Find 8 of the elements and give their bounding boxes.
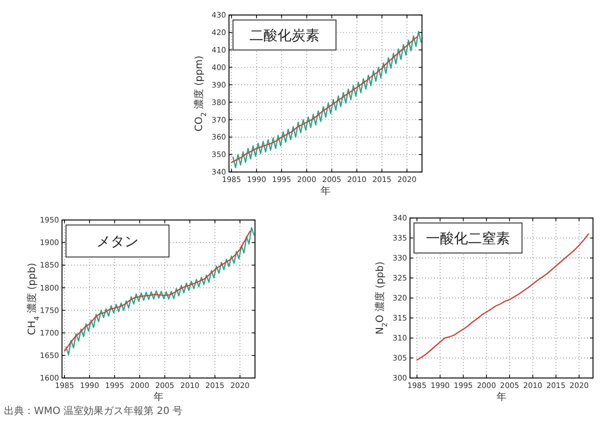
line-series	[416, 233, 589, 361]
text: メタン	[96, 234, 138, 250]
text: 二酸化炭素	[250, 28, 320, 44]
source-note: 出典：WMO 温室効果ガス年報第 20 号	[4, 405, 183, 417]
x-axis-title: 年	[320, 185, 330, 197]
text: 一酸化二窒素	[426, 231, 510, 247]
x-axis-title: 年	[154, 391, 164, 403]
x-axis-title: 年	[496, 391, 506, 403]
